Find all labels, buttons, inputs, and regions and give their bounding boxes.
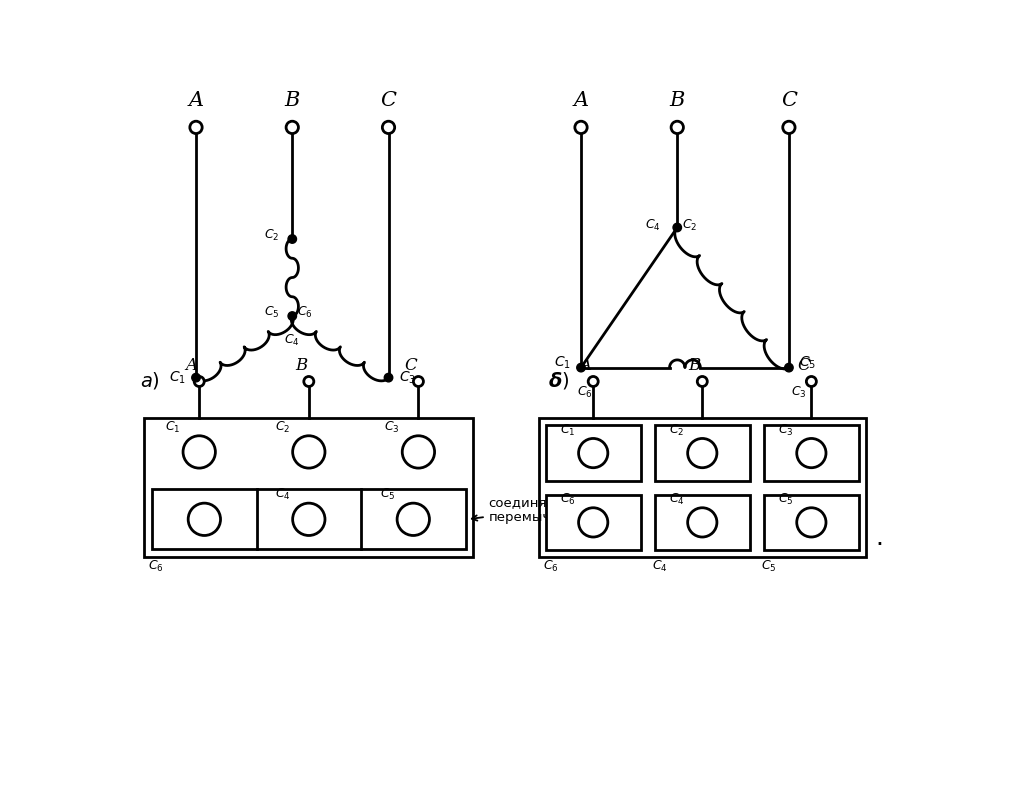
Text: $C_6$: $C_6$	[544, 558, 559, 573]
Circle shape	[402, 436, 434, 468]
Circle shape	[188, 503, 220, 535]
Circle shape	[293, 436, 325, 468]
Circle shape	[784, 364, 794, 372]
Bar	[546, 425, 641, 481]
Text: A: A	[185, 356, 198, 374]
Circle shape	[384, 373, 393, 382]
Circle shape	[288, 312, 297, 320]
Circle shape	[588, 376, 598, 386]
Circle shape	[293, 503, 325, 535]
Bar	[764, 495, 859, 550]
Circle shape	[673, 223, 682, 232]
Bar	[764, 425, 859, 481]
Text: $C_5$: $C_5$	[778, 492, 794, 507]
Bar	[546, 495, 641, 550]
Text: $C_5$: $C_5$	[380, 487, 395, 502]
Text: $C_3$: $C_3$	[384, 420, 400, 435]
Circle shape	[189, 121, 202, 134]
Circle shape	[697, 376, 708, 386]
Text: A: A	[188, 91, 204, 110]
Circle shape	[191, 373, 201, 382]
Text: $C_2$: $C_2$	[682, 218, 697, 233]
Circle shape	[579, 439, 608, 468]
Text: B: B	[670, 91, 685, 110]
Bar	[539, 418, 866, 557]
Circle shape	[382, 121, 394, 134]
Bar	[654, 425, 750, 481]
Text: $C_3$: $C_3$	[778, 423, 794, 438]
Text: $C_1$: $C_1$	[165, 420, 181, 435]
Text: $\boldsymbol{\delta})$: $\boldsymbol{\delta})$	[548, 370, 569, 391]
Text: B: B	[688, 356, 700, 374]
Circle shape	[288, 234, 297, 243]
Circle shape	[671, 121, 683, 134]
Text: $C_6$: $C_6$	[560, 492, 575, 507]
Circle shape	[797, 508, 826, 537]
Text: $C_5$: $C_5$	[762, 558, 777, 573]
Circle shape	[397, 503, 429, 535]
Text: $C_3$: $C_3$	[398, 369, 416, 386]
Text: C: C	[781, 91, 797, 110]
Circle shape	[183, 436, 215, 468]
Text: $C_4$: $C_4$	[644, 218, 660, 233]
Text: $C_1$: $C_1$	[560, 423, 575, 438]
Text: $C_5$: $C_5$	[799, 355, 816, 371]
Text: A: A	[573, 91, 589, 110]
Circle shape	[688, 508, 717, 537]
Text: $C_1$: $C_1$	[169, 369, 186, 386]
Bar	[153, 489, 466, 550]
Text: $C_4$: $C_4$	[669, 492, 685, 507]
Text: A: A	[580, 356, 592, 374]
Text: $a)$: $a)$	[140, 370, 160, 391]
Circle shape	[574, 121, 587, 134]
Text: $C_4$: $C_4$	[275, 487, 291, 502]
Bar	[144, 418, 473, 557]
Text: $C_1$: $C_1$	[554, 355, 571, 371]
Circle shape	[688, 439, 717, 468]
Text: $C_2$: $C_2$	[264, 228, 280, 243]
Circle shape	[414, 376, 423, 386]
Bar	[654, 495, 750, 550]
Circle shape	[286, 121, 298, 134]
Text: $C_5$: $C_5$	[263, 305, 280, 320]
Circle shape	[577, 364, 586, 372]
Text: C: C	[381, 91, 396, 110]
Text: $C_4$: $C_4$	[652, 558, 668, 573]
Text: $C_4$: $C_4$	[285, 333, 300, 348]
Circle shape	[304, 376, 313, 386]
Text: C: C	[404, 356, 417, 374]
Circle shape	[579, 508, 608, 537]
Text: $C_3$: $C_3$	[792, 385, 807, 400]
Text: $C_2$: $C_2$	[275, 420, 291, 435]
Text: $C_6$: $C_6$	[297, 305, 312, 320]
Text: соединяющие
перемычки: соединяющие перемычки	[472, 496, 588, 524]
Text: C: C	[798, 356, 810, 374]
Circle shape	[782, 121, 795, 134]
Text: .: .	[876, 526, 883, 550]
Text: B: B	[285, 91, 300, 110]
Circle shape	[797, 439, 826, 468]
Text: $C_6$: $C_6$	[147, 558, 163, 573]
Text: $C_2$: $C_2$	[670, 423, 685, 438]
Circle shape	[195, 376, 204, 386]
Text: B: B	[295, 356, 307, 374]
Circle shape	[806, 376, 816, 386]
Text: $C_6$: $C_6$	[578, 385, 593, 400]
